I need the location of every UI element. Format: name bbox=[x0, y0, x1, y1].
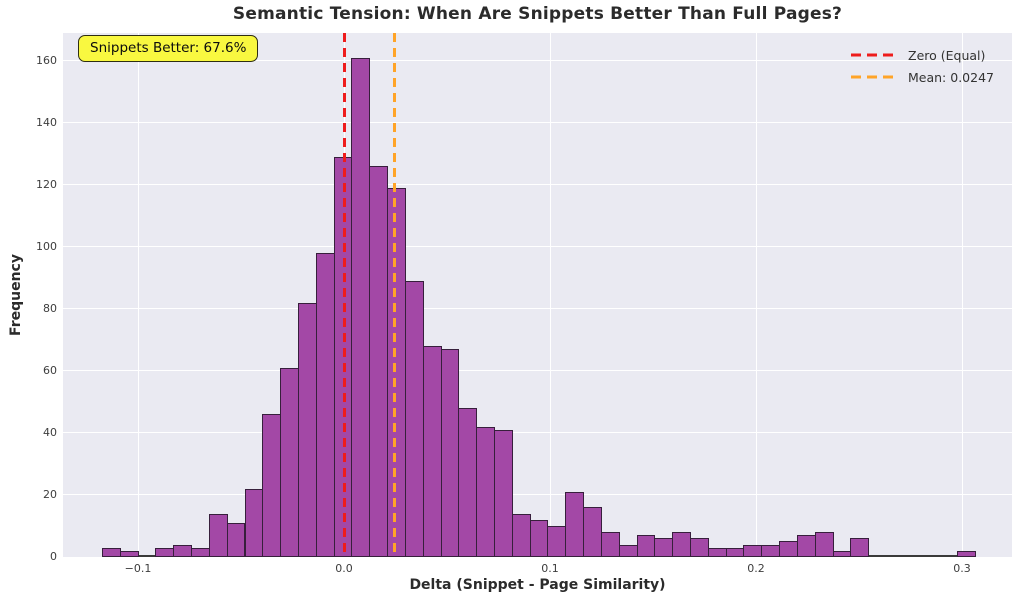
y-tick-label: 60 bbox=[43, 363, 57, 377]
histogram-bar bbox=[529, 519, 549, 557]
histogram-bar bbox=[743, 544, 763, 557]
gridline bbox=[63, 246, 1012, 248]
gridline bbox=[63, 370, 1012, 372]
histogram-bar bbox=[814, 532, 834, 557]
histogram-bar bbox=[315, 253, 335, 557]
gridline bbox=[63, 308, 1012, 310]
y-tick-label: 80 bbox=[43, 301, 57, 315]
zero-line bbox=[342, 33, 346, 557]
plot-area bbox=[63, 33, 1012, 558]
chart-title: Semantic Tension: When Are Snippets Bett… bbox=[232, 4, 843, 24]
histogram-bar bbox=[707, 547, 727, 557]
histogram-bar bbox=[832, 550, 852, 557]
histogram-bar bbox=[262, 414, 282, 557]
histogram-bar bbox=[779, 541, 798, 557]
histogram-bar bbox=[565, 491, 585, 557]
gridline bbox=[755, 33, 757, 557]
x-tick-label: 0.1 bbox=[541, 562, 559, 575]
gridline bbox=[63, 184, 1012, 186]
x-tick-label: −0.1 bbox=[124, 562, 152, 575]
legend-item-mean: Mean: 0.0247 bbox=[851, 66, 994, 88]
histogram-bar bbox=[369, 166, 389, 557]
y-axis-label: Frequency bbox=[8, 254, 24, 336]
histogram-bar bbox=[796, 535, 816, 557]
gridline bbox=[63, 556, 1012, 558]
histogram-bar bbox=[173, 544, 193, 557]
histogram-bar bbox=[725, 547, 745, 557]
histogram-bar bbox=[618, 544, 638, 557]
histogram-bar bbox=[440, 349, 460, 557]
histogram-bar bbox=[850, 538, 870, 557]
histogram-bar bbox=[761, 544, 781, 557]
histogram-bar bbox=[583, 507, 602, 557]
histogram-bar bbox=[191, 547, 210, 557]
histogram-bar bbox=[957, 550, 977, 557]
mean-line bbox=[393, 33, 397, 557]
y-tick-label: 100 bbox=[36, 239, 57, 253]
histogram-bar bbox=[280, 367, 299, 557]
histogram-bar bbox=[689, 538, 709, 557]
histogram-bar bbox=[244, 488, 264, 557]
gridline bbox=[961, 33, 963, 557]
x-axis-label: Delta (Snippet - Page Similarity) bbox=[409, 577, 666, 593]
gridline bbox=[137, 33, 139, 557]
histogram-bar bbox=[101, 547, 121, 557]
histogram-bar bbox=[351, 57, 371, 557]
histogram-bar bbox=[208, 513, 228, 557]
histogram-bar bbox=[297, 302, 317, 557]
histogram-bar bbox=[155, 547, 175, 557]
y-tick-label: 40 bbox=[43, 425, 57, 439]
gridline bbox=[63, 432, 1012, 434]
x-tick-label: 0.3 bbox=[953, 562, 971, 575]
legend-label: Zero (Equal) bbox=[908, 47, 986, 63]
histogram-bar bbox=[511, 513, 531, 557]
histogram-bar bbox=[422, 346, 442, 557]
y-tick-label: 160 bbox=[36, 53, 57, 67]
histogram-bar bbox=[387, 188, 406, 557]
histogram-bar bbox=[636, 535, 656, 557]
histogram-bar bbox=[547, 525, 567, 557]
gridline bbox=[63, 60, 1012, 62]
red-dash-swatch bbox=[851, 53, 897, 57]
x-tick-label: 0.2 bbox=[747, 562, 765, 575]
legend-label: Mean: 0.0247 bbox=[908, 69, 994, 85]
histogram-bar bbox=[672, 532, 691, 557]
orange-dash-swatch bbox=[851, 75, 897, 79]
gridline bbox=[549, 33, 551, 557]
histogram-bar bbox=[226, 522, 246, 557]
legend: Zero (Equal) Mean: 0.0247 bbox=[851, 44, 994, 88]
histogram-bar bbox=[119, 550, 139, 557]
histogram-bar bbox=[600, 532, 620, 557]
y-tick-label: 20 bbox=[43, 487, 57, 501]
x-tick-label: 0.0 bbox=[335, 562, 353, 575]
y-tick-label: 0 bbox=[50, 550, 57, 563]
histogram-bar bbox=[493, 429, 513, 557]
histogram-bar bbox=[404, 281, 424, 557]
annotation-box: Snippets Better: 67.6% bbox=[78, 35, 259, 62]
legend-item-zero: Zero (Equal) bbox=[851, 44, 994, 66]
gridline bbox=[63, 122, 1012, 124]
y-tick-label: 120 bbox=[36, 177, 57, 191]
histogram-bar bbox=[458, 408, 478, 557]
y-tick-label: 140 bbox=[36, 115, 57, 129]
gridline bbox=[63, 494, 1012, 496]
histogram-bar bbox=[654, 538, 674, 557]
histogram-bar bbox=[476, 426, 495, 557]
